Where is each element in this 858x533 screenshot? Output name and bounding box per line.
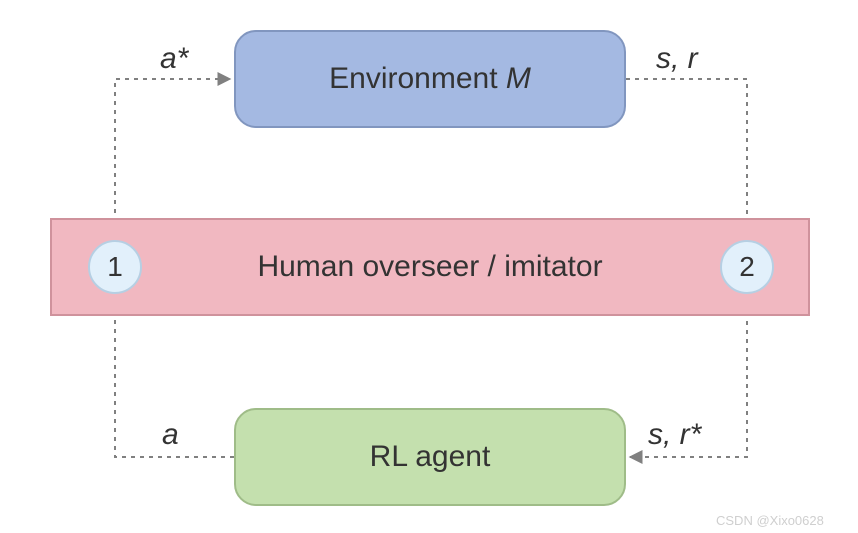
node-circle-1-label: 1 xyxy=(107,251,123,283)
node-circle-1: 1 xyxy=(88,240,142,294)
node-overseer: Human overseer / imitator xyxy=(50,218,810,316)
edge-env-to-c2 xyxy=(626,79,747,240)
env-label-text: Environment xyxy=(329,62,506,95)
diagram-canvas: Human overseer / imitator Environment M … xyxy=(0,0,858,533)
edge-label-a-star: a* xyxy=(160,42,188,76)
node-agent: RL agent xyxy=(234,408,626,506)
edge-label-a: a xyxy=(162,418,179,452)
edge-label-s-r-star: s, r* xyxy=(648,418,701,452)
node-environment: Environment M xyxy=(234,30,626,128)
node-overseer-label: Human overseer / imitator xyxy=(257,250,602,284)
edge-c1-to-env xyxy=(115,79,230,240)
node-circle-2: 2 xyxy=(720,240,774,294)
env-label-italic: M xyxy=(506,62,531,95)
node-environment-label: Environment M xyxy=(329,62,531,96)
watermark: CSDN @Xixo0628 xyxy=(716,513,824,528)
edge-label-s-r: s, r xyxy=(656,42,698,76)
node-agent-label: RL agent xyxy=(370,440,491,474)
node-circle-2-label: 2 xyxy=(739,251,755,283)
